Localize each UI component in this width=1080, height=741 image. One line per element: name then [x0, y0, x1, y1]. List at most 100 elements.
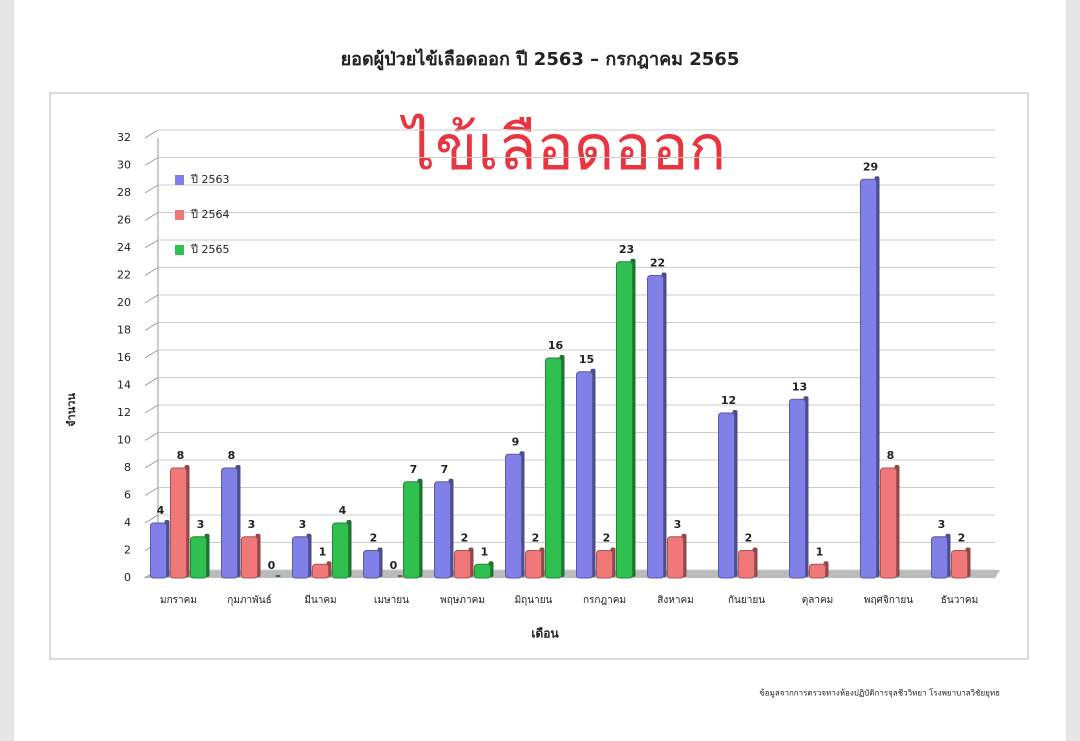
y-axis-label: จำนวน — [65, 393, 78, 427]
y-tick-label: 12 — [117, 406, 131, 419]
data-label: 4 — [157, 504, 165, 517]
x-tick-label: ธันวาคม — [941, 595, 978, 606]
bar — [221, 467, 238, 579]
x-tick-label: พฤศจิกายน — [864, 595, 913, 606]
y-tick-label: 28 — [117, 186, 131, 199]
y-tick-label: 2 — [124, 544, 131, 557]
tick-mark — [144, 349, 159, 359]
data-label: 9 — [512, 435, 520, 448]
data-label: 16 — [548, 339, 564, 352]
tick-mark — [144, 212, 159, 221]
y-tick-label: 20 — [117, 296, 131, 309]
x-tick-label: กุมภาพันธ์ — [227, 594, 271, 606]
tick-mark — [144, 184, 159, 194]
bar — [789, 398, 806, 579]
bar — [312, 563, 329, 579]
data-label: 8 — [177, 449, 185, 462]
data-label: 2 — [461, 532, 469, 545]
tick-mark — [144, 459, 159, 469]
data-label: 12 — [721, 394, 736, 407]
x-axis-label: เดือน — [531, 627, 559, 641]
tick-mark — [144, 294, 159, 304]
y-tick-label: 4 — [124, 516, 131, 529]
data-label: 3 — [674, 518, 682, 531]
y-tick-label: 14 — [117, 379, 131, 392]
x-tick-label: กันยายน — [728, 595, 765, 606]
bar-side — [397, 575, 403, 577]
bar — [241, 536, 258, 579]
bar — [434, 481, 451, 579]
bar — [576, 371, 593, 579]
bar — [170, 467, 187, 579]
legend-label: ปี 2563 — [190, 173, 230, 186]
bar — [363, 550, 380, 579]
tick-mark — [144, 514, 159, 524]
data-label: 8 — [887, 449, 895, 462]
bar — [150, 522, 167, 579]
data-label: 1 — [816, 545, 824, 558]
bar — [545, 357, 562, 579]
legend-label: ปี 2564 — [190, 208, 230, 221]
y-tick-label: 8 — [124, 461, 131, 474]
x-tick-label: มิถุนายน — [515, 595, 553, 606]
bar — [190, 536, 207, 579]
legend-swatch — [175, 245, 184, 255]
y-tick-label: 30 — [117, 159, 131, 172]
tick-mark — [144, 487, 159, 496]
bar — [525, 550, 542, 579]
bar — [738, 550, 755, 579]
data-label: 23 — [619, 243, 634, 256]
data-label: 2 — [958, 532, 966, 545]
x-tick-label: สิงหาคม — [657, 595, 693, 606]
data-label: 0 — [268, 559, 276, 572]
data-label: 8 — [228, 449, 236, 462]
bar — [616, 261, 633, 579]
bar — [505, 453, 522, 579]
bar — [647, 275, 664, 579]
bar — [860, 178, 877, 579]
bar — [931, 536, 948, 579]
data-label: 1 — [481, 545, 489, 558]
x-tick-label: มีนาคม — [304, 594, 336, 606]
data-label: 3 — [299, 518, 307, 531]
bar — [403, 481, 420, 579]
data-label: 7 — [410, 463, 418, 476]
x-tick-label: เมษายน — [374, 595, 409, 606]
data-label: 13 — [792, 380, 807, 393]
y-tick-label: 22 — [117, 269, 131, 282]
y-tick-label: 10 — [117, 434, 131, 447]
legend-label: ปี 2565 — [190, 243, 230, 256]
y-tick-label: 6 — [124, 489, 131, 502]
tick-mark — [144, 322, 159, 331]
data-label: 2 — [532, 532, 540, 545]
tick-mark — [144, 377, 159, 386]
data-label: 3 — [938, 518, 946, 531]
y-tick-label: 24 — [117, 241, 131, 254]
x-tick-label: มกราคม — [160, 595, 197, 606]
data-label: 4 — [339, 504, 347, 517]
bar — [332, 522, 349, 579]
data-label: 2 — [603, 532, 611, 545]
legend-swatch — [175, 175, 184, 185]
tick-mark — [144, 267, 159, 276]
y-tick-label: 16 — [117, 351, 131, 364]
source-note: ข้อมูลจากการตรวจทางห้องปฏิบัติการจุลชีวว… — [759, 688, 1000, 699]
bar — [474, 563, 491, 579]
y-tick-label: 32 — [117, 131, 131, 144]
data-label: 1 — [319, 545, 327, 558]
data-label: 7 — [441, 463, 449, 476]
tick-mark — [144, 404, 159, 414]
data-label: 2 — [370, 532, 378, 545]
data-label: 3 — [197, 518, 205, 531]
bar — [292, 536, 309, 579]
bar — [718, 412, 735, 579]
bar — [667, 536, 684, 579]
data-label: 15 — [579, 353, 594, 366]
data-label: 2 — [745, 532, 753, 545]
y-tick-label: 26 — [117, 214, 131, 227]
x-tick-label: พฤษภาคม — [440, 595, 485, 606]
annotation: ไข้เลือดออก — [399, 111, 726, 184]
tick-mark — [144, 129, 159, 139]
x-tick-label: ตุลาคม — [802, 595, 834, 606]
